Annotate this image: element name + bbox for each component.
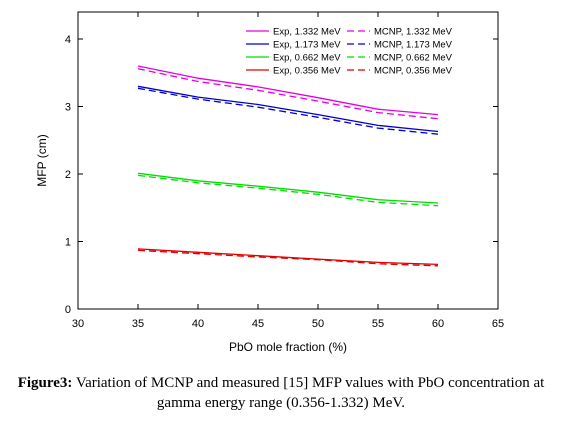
series-line-3 xyxy=(137,248,439,266)
y-tick-label: 2 xyxy=(65,169,71,181)
x-tick-label: 65 xyxy=(492,318,504,330)
x-tick-label: 55 xyxy=(372,318,384,330)
legend-label-1: Exp, 1.173 MeV xyxy=(273,40,341,51)
plot-frame xyxy=(77,11,499,310)
caption-text: Variation of MCNP and measured [15] MFP … xyxy=(72,375,545,411)
legend-label-0: Exp, 1.332 MeV xyxy=(273,27,341,38)
mfp-line-chart: 30 35 40 45 50 55 60 65 0 1 2 3 4 PbO mole fraction (… xyxy=(35,11,504,354)
legend-label-4: MCNP, 1.332 MeV xyxy=(374,27,453,38)
x-tick-label: 40 xyxy=(192,318,204,330)
axes: 30 35 40 45 50 55 60 65 0 1 2 3 4 PbO mole fraction (… xyxy=(35,11,504,354)
series-line-6 xyxy=(137,174,439,207)
x-tick-label: 50 xyxy=(312,318,324,330)
series-line-5 xyxy=(137,87,439,135)
x-axis-title: PbO mole fraction (%) xyxy=(229,340,347,354)
y-tick-label: 4 xyxy=(65,34,71,46)
x-tick-label: 30 xyxy=(72,318,84,330)
legend-label-7: MCNP, 0.356 MeV xyxy=(374,66,453,77)
series-line-4 xyxy=(137,68,439,120)
figure-caption: Figure3: Variation of MCNP and measured … xyxy=(0,373,562,413)
y-tick-label: 0 xyxy=(65,304,71,316)
y-tick-label: 1 xyxy=(65,237,71,249)
legend: Exp, 1.332 MeV Exp, 1.173 MeV Exp, 0.662 M… xyxy=(246,27,453,77)
legend-label-5: MCNP, 1.173 MeV xyxy=(374,40,453,51)
series-line-1 xyxy=(137,85,439,133)
x-tick-label: 45 xyxy=(252,318,264,330)
series-line-2 xyxy=(137,172,439,204)
caption-label: Figure3: xyxy=(17,375,73,391)
legend-label-2: Exp, 0.662 MeV xyxy=(273,53,341,64)
series-line-0 xyxy=(137,65,439,116)
x-tick-label: 60 xyxy=(432,318,444,330)
legend-label-6: MCNP, 0.662 MeV xyxy=(374,53,453,64)
series-line-7 xyxy=(137,249,439,267)
series-lines xyxy=(137,65,439,267)
legend-label-3: Exp, 0.356 MeV xyxy=(273,66,341,77)
y-tick-label: 3 xyxy=(65,102,71,114)
x-tick-label: 35 xyxy=(132,318,144,330)
y-axis-title: MFP (cm) xyxy=(35,134,49,186)
